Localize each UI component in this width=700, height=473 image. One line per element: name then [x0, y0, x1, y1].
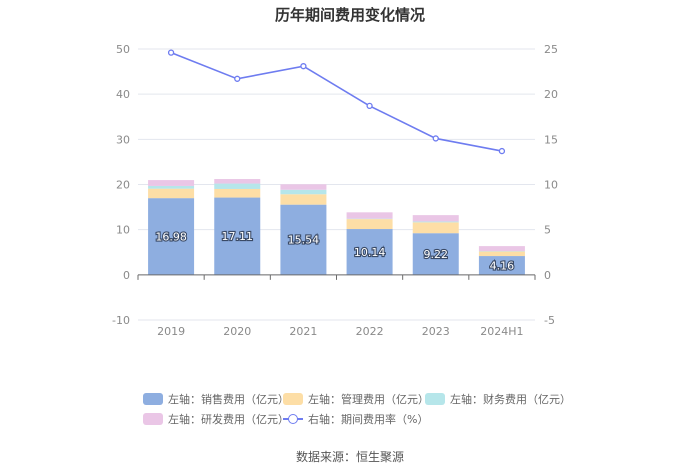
bar-segment-3	[346, 212, 393, 219]
right-axis-tick-label: 20	[544, 88, 558, 101]
bar-segment-3	[280, 184, 327, 190]
bar-value-label: 9.22	[424, 248, 449, 261]
bar-data-labels: 16.98 17.11 15.54 10.14 9.22 4.16	[154, 229, 515, 273]
left-axis-tick-label: -10	[112, 314, 130, 327]
left-axis-tick-label: 50	[116, 43, 130, 56]
x-axis-tick-label: 2022	[356, 325, 384, 338]
right-axis-ticks: 25 20 15 10 5 0 -5	[544, 43, 558, 327]
bar-segment-1	[214, 188, 261, 198]
right-axis-tick-label: -5	[544, 314, 555, 327]
legend-label: 右轴：期间费用率（%）	[308, 413, 429, 426]
legend-label: 左轴：财务费用（亿元）	[450, 393, 571, 406]
bar-segment-3	[412, 215, 459, 222]
legend-sales[interactable]: 左轴：销售费用（亿元）	[143, 391, 289, 407]
bar-value-label: 17.11	[222, 230, 254, 243]
expense-ratio-point	[498, 147, 506, 155]
grid-lines	[138, 48, 535, 321]
left-axis-tick-label: 10	[116, 224, 130, 237]
expense-ratio-line	[170, 51, 503, 152]
bar-segment-3	[478, 246, 525, 252]
right-axis-tick-label: 0	[544, 269, 551, 282]
right-axis-tick-label: 15	[544, 133, 558, 146]
left-axis-ticks: 50 40 30 20 10 0 -10	[112, 43, 130, 327]
bar-series	[148, 179, 525, 275]
legend-label: 左轴：管理费用（亿元）	[308, 393, 429, 406]
bar-segment-1	[346, 219, 393, 230]
bar-segment-2	[280, 189, 327, 195]
expense-ratio-point	[167, 49, 175, 56]
bar-value-label: 15.54	[288, 234, 320, 247]
legend-swatch	[143, 413, 163, 425]
legend-expense-ratio[interactable]: 右轴：期间费用率（%）	[283, 411, 428, 427]
right-axis-tick-label: 25	[544, 43, 558, 56]
legend-finance[interactable]: 左轴：财务费用（亿元）	[425, 391, 571, 407]
x-axis-tick-label: 2023	[422, 325, 450, 338]
left-axis-tick-label: 20	[116, 179, 130, 192]
expense-ratio-point	[366, 102, 373, 110]
x-axis-tick-label: 2019	[157, 325, 185, 338]
legend-admin[interactable]: 左轴：管理费用（亿元）	[283, 391, 429, 407]
right-axis-tick-label: 5	[544, 224, 551, 237]
x-axis-tick-label: 2024H1	[480, 325, 523, 338]
legend-label: 左轴：研发费用（亿元）	[168, 413, 289, 426]
right-axis-tick-label: 10	[544, 179, 558, 192]
left-axis-tick-label: 0	[123, 269, 130, 282]
bar-segment-3	[214, 179, 261, 184]
left-axis-tick-label: 40	[116, 88, 130, 101]
chart-title: 历年期间费用变化情况	[274, 6, 425, 24]
bar-segment-3	[148, 180, 195, 186]
bar-segment-0	[214, 197, 261, 275]
expense-ratio-point	[234, 75, 241, 82]
left-axis-tick-label: 30	[116, 133, 130, 146]
legend-rnd[interactable]: 左轴：研发费用（亿元）	[143, 411, 289, 427]
x-axis-tick-label: 2020	[223, 325, 251, 338]
bar-segment-0	[280, 204, 327, 275]
expense-ratio-point	[432, 135, 439, 142]
bar-value-label: 10.14	[354, 246, 386, 259]
bar-segment-0	[478, 256, 525, 275]
bar-segment-1	[280, 194, 327, 205]
bar-segment-0	[148, 198, 195, 275]
x-axis: 2019 2020 2021 2022 2023 2024H1	[137, 274, 536, 338]
bar-segment-1	[478, 251, 525, 257]
bar-segment-2	[148, 185, 195, 189]
bar-segment-1	[148, 188, 195, 199]
legend-swatch	[283, 393, 303, 405]
legend-swatch	[143, 393, 163, 405]
expense-ratio-point	[300, 63, 307, 70]
bar-value-label: 16.98	[155, 230, 187, 243]
bar-value-label: 4.16	[490, 259, 515, 272]
bar-segment-2	[214, 183, 261, 189]
bar-segment-1	[412, 222, 459, 234]
line-series	[167, 49, 506, 155]
legend-swatch	[425, 393, 445, 405]
x-axis-tick-label: 2021	[289, 325, 317, 338]
bar-segment-2	[412, 221, 459, 223]
legend-line-swatch	[283, 413, 303, 425]
bar-segment-0	[412, 233, 459, 275]
legend-label: 左轴：销售费用（亿元）	[168, 393, 289, 406]
bar-segment-0	[346, 229, 393, 275]
data-source: 数据来源：恒生聚源	[295, 450, 404, 464]
